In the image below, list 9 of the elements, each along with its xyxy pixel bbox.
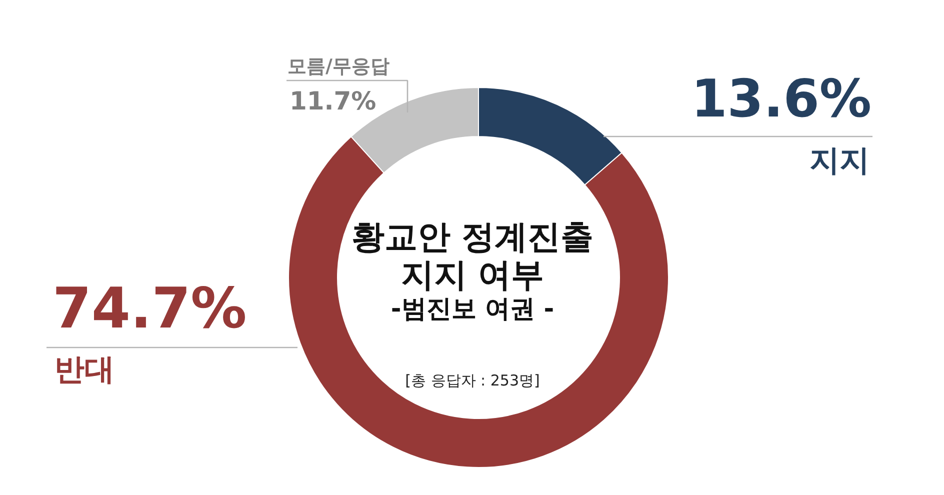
data-label: 74.7% <box>52 276 247 342</box>
text: [총 응답자 : 253명] <box>405 372 540 390</box>
text: 황교안 정계진출 지지 여부 <box>351 217 594 294</box>
slice-label: 지지 <box>810 144 870 178</box>
text: -범진보 여권 - <box>390 294 554 323</box>
slice-label: 모름/무응답 <box>288 56 390 78</box>
data-label: 13.6% <box>691 70 872 130</box>
data-label: 11.7% <box>290 86 376 116</box>
slice-label: 반대 <box>54 352 114 388</box>
